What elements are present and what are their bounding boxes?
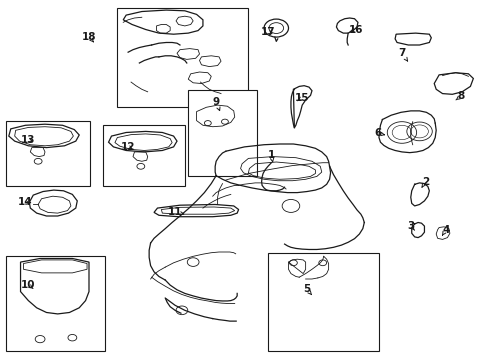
- Text: 18: 18: [81, 32, 96, 42]
- Text: 6: 6: [373, 128, 380, 138]
- Bar: [117, 8, 248, 107]
- Text: 5: 5: [303, 284, 310, 294]
- Text: 12: 12: [121, 142, 135, 152]
- Text: 13: 13: [21, 135, 36, 145]
- Text: 2: 2: [421, 177, 428, 187]
- Text: 14: 14: [18, 197, 33, 207]
- Bar: [267, 253, 378, 351]
- Bar: [6, 256, 105, 351]
- Text: 17: 17: [260, 27, 275, 37]
- Text: 7: 7: [397, 48, 405, 58]
- Text: 9: 9: [212, 96, 219, 107]
- Text: 4: 4: [441, 225, 449, 235]
- Text: 15: 15: [294, 93, 309, 103]
- Text: 10: 10: [21, 280, 36, 290]
- Text: 3: 3: [407, 221, 413, 231]
- Text: 1: 1: [267, 150, 274, 160]
- Bar: [188, 90, 256, 176]
- Bar: [102, 125, 184, 186]
- Text: 8: 8: [456, 91, 463, 102]
- Text: 16: 16: [348, 24, 363, 35]
- Text: 11: 11: [167, 207, 182, 217]
- Bar: [6, 121, 90, 186]
